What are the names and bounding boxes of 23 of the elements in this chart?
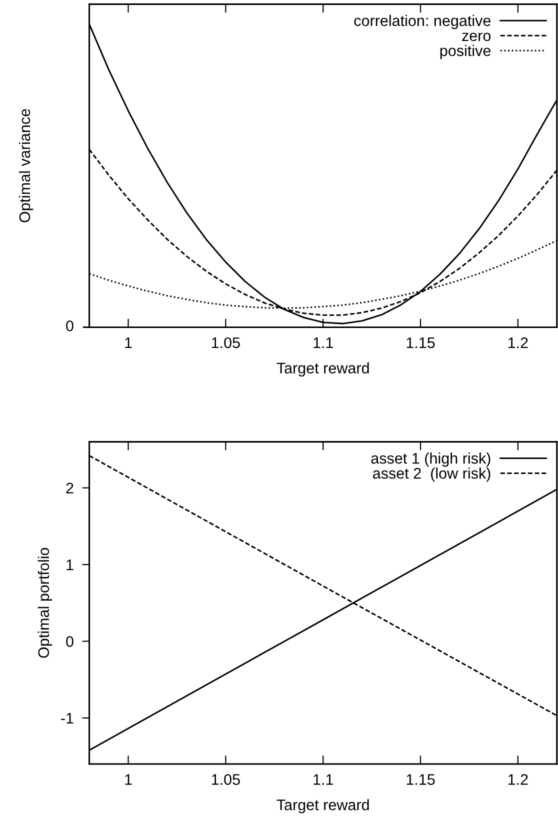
x-axis-title: Target reward xyxy=(276,799,369,814)
x-tick-label: 1.2 xyxy=(508,337,528,348)
y-axis-title: Optimal variance xyxy=(18,109,34,222)
legend-label: asset 1 (high risk) xyxy=(371,452,490,467)
legend-label: positive xyxy=(440,44,491,60)
x-tick-label: 1.2 xyxy=(508,774,528,785)
x-tick-label: 1.15 xyxy=(406,774,435,785)
x-tick-label: 1.15 xyxy=(406,337,435,348)
x-tick-label: 1.05 xyxy=(212,337,240,348)
legend-label: asset 2 (low risk) xyxy=(372,468,490,482)
x-tick-label: 1.1 xyxy=(314,337,333,348)
x-tick-label: 1.05 xyxy=(212,774,240,785)
x-tick-label: 1 xyxy=(125,337,132,348)
legend-label: correlation: negative xyxy=(354,14,491,30)
y-tick-label: 1 xyxy=(66,560,74,570)
y-tick-label: -1 xyxy=(61,712,74,724)
x-axis-title: Target reward xyxy=(276,362,369,377)
y-tick-label: 0 xyxy=(66,636,74,647)
legend-label: zero xyxy=(462,32,491,42)
y-tick-label: 2 xyxy=(66,482,74,494)
y-axis-title: Optimal portfolio xyxy=(38,548,52,658)
x-tick-label: 1 xyxy=(125,774,132,785)
x-tick-label: 1.1 xyxy=(314,774,333,785)
